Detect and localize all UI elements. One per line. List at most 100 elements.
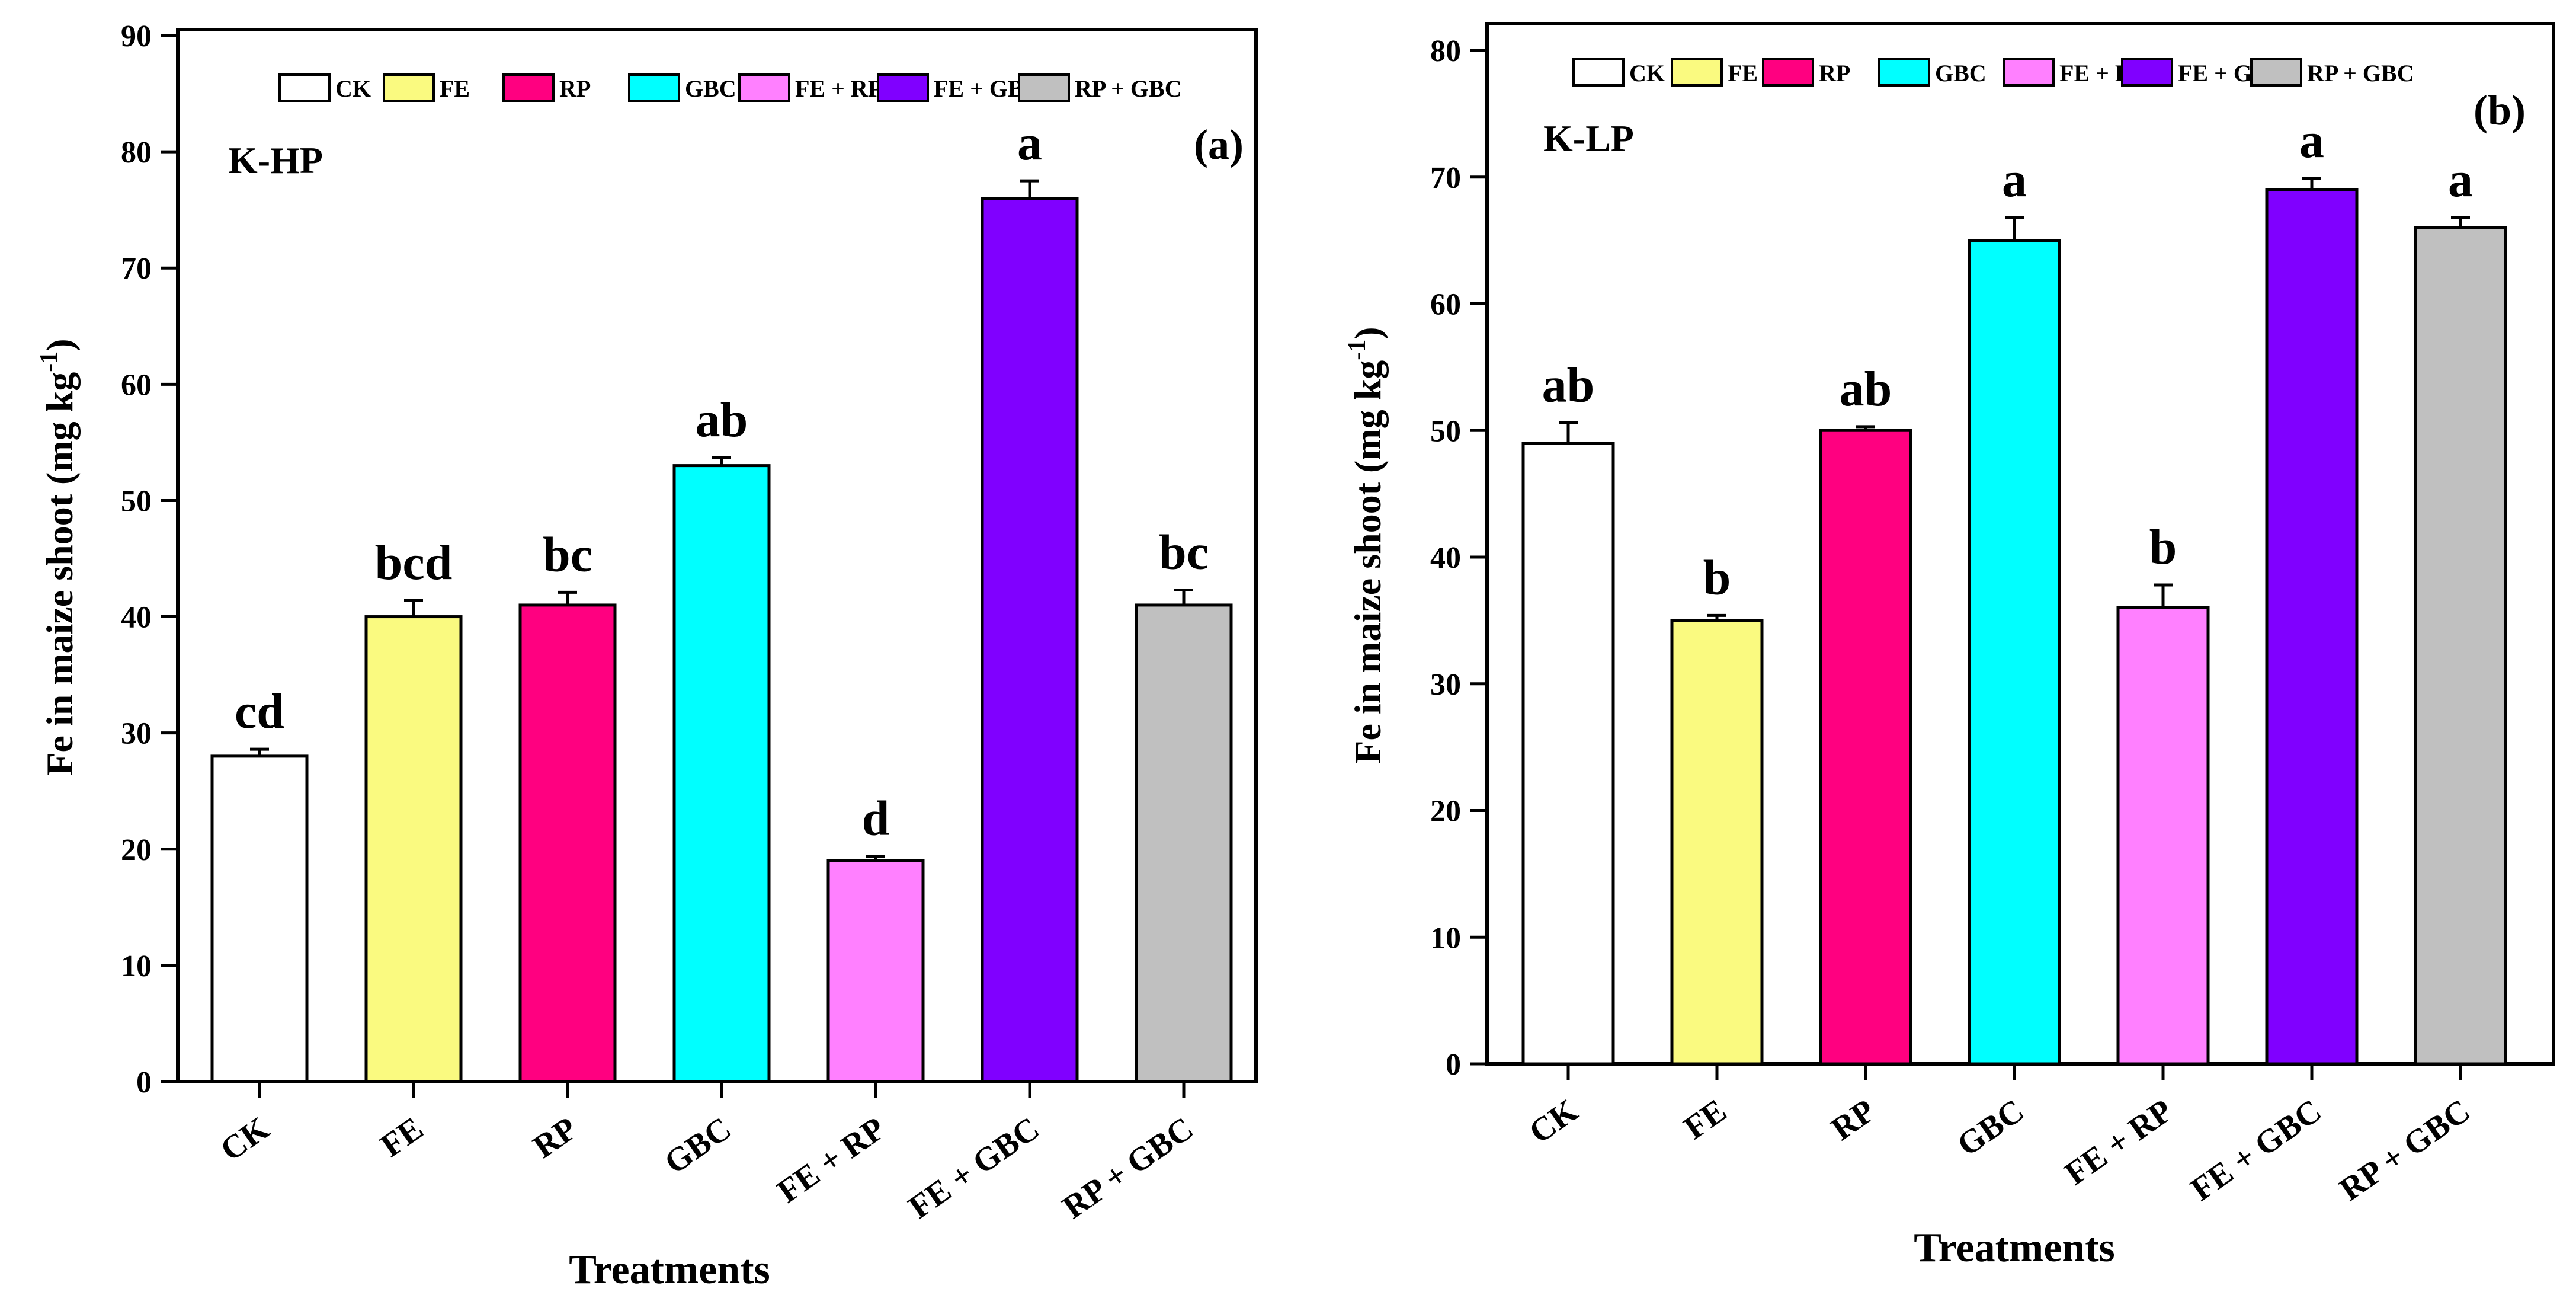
legend-swatch xyxy=(1762,58,1814,87)
y-axis-label-close: ) xyxy=(1347,327,1389,339)
bar-fe-plus-gbc xyxy=(981,197,1079,1083)
y-tick-label: 10 xyxy=(1430,921,1461,955)
y-tick-label: 50 xyxy=(1430,414,1461,448)
legend-swatch xyxy=(1671,58,1723,87)
legend-label: RP xyxy=(1819,60,1850,87)
significance-letter: bc xyxy=(1159,525,1209,580)
legend-swatch xyxy=(628,73,680,102)
legend-swatch xyxy=(2003,58,2055,87)
y-tick-label: 50 xyxy=(121,484,152,518)
x-tick-label: FE + RP xyxy=(771,1110,892,1210)
y-tick-label: 10 xyxy=(121,949,152,983)
bar-fe xyxy=(1670,619,1764,1066)
significance-letter: bcd xyxy=(375,535,453,590)
bar-fe xyxy=(364,615,463,1083)
significance-letter: ab xyxy=(1542,357,1595,413)
x-tick-label: RP xyxy=(527,1110,584,1166)
legend-swatch xyxy=(877,73,929,102)
y-tick-label: 70 xyxy=(1430,161,1461,195)
x-tick-label: GBC xyxy=(1950,1092,2030,1163)
bar-fe-plus-gbc xyxy=(2265,188,2359,1066)
legend-swatch xyxy=(2250,58,2302,87)
y-tick-label: 20 xyxy=(121,833,152,867)
significance-letter: cd xyxy=(235,684,284,739)
bar-fe-plus-rp xyxy=(2116,606,2210,1066)
soil-label: K-LP xyxy=(1543,117,1634,159)
x-tick-label: CK xyxy=(1523,1092,1585,1151)
significance-letter: a xyxy=(2002,152,2027,207)
x-tick-label: FE + GBC xyxy=(2184,1092,2328,1208)
legend-label: CK xyxy=(1629,60,1665,87)
bar-ck xyxy=(210,754,309,1083)
legend-swatch xyxy=(502,73,555,102)
legend-label: RP + GBC xyxy=(2307,60,2414,87)
significance-letter: bc xyxy=(543,527,592,582)
x-axis-label: Treatments xyxy=(569,1247,770,1293)
x-tick-label: RP xyxy=(1825,1092,1882,1148)
legend-label: GBC xyxy=(685,75,736,102)
x-tick-label: GBC xyxy=(658,1110,738,1181)
x-tick-label: FE + GBC xyxy=(902,1110,1046,1226)
y-axis-label-main: Fe in maize shoot (mg kg xyxy=(39,372,81,776)
legend-swatch xyxy=(738,73,790,102)
y-tick-label: 40 xyxy=(1430,541,1461,575)
y-tick-label: 30 xyxy=(121,717,152,751)
y-axis-label-close: ) xyxy=(39,338,81,351)
x-tick-label: RP + GBC xyxy=(2333,1092,2477,1208)
legend-label: FE xyxy=(440,75,470,102)
legend-swatch xyxy=(1878,58,1930,87)
significance-letter: b xyxy=(1703,550,1731,605)
bar-rp xyxy=(1819,429,1912,1066)
y-tick-label: 0 xyxy=(1446,1048,1461,1082)
panel-a-khp: 0 10 20 30 40 50 60 70 80 90 cd CK bcd FE bc RP ab GBC d FE… xyxy=(36,20,1258,1293)
significance-letter: b xyxy=(2149,520,2177,575)
panel-b-klp: 0 10 20 30 40 50 60 70 80 ab CK b FE ab RP a GBC b FE + RP… xyxy=(1344,22,2555,1271)
legend-label: CK xyxy=(335,75,371,102)
legend-swatch xyxy=(2121,58,2173,87)
legend-swatch xyxy=(278,73,331,102)
legend-swatch xyxy=(1018,73,1070,102)
x-tick-label: FE xyxy=(1677,1092,1733,1147)
bar-rp-plus-gbc xyxy=(2414,226,2507,1066)
y-tick-label: 80 xyxy=(121,136,152,170)
bar-gbc xyxy=(1968,239,2061,1066)
x-tick-label: RP + GBC xyxy=(1056,1110,1200,1226)
y-tick-label: 40 xyxy=(121,601,152,635)
panel-label: (a) xyxy=(1194,121,1244,168)
y-axis-label-superscript: -1 xyxy=(1344,340,1371,360)
significance-letter: d xyxy=(862,791,890,846)
legend-label: GBC xyxy=(1935,60,1987,87)
x-tick-label: CK xyxy=(214,1110,276,1169)
y-tick-label: 90 xyxy=(121,20,152,53)
y-axis-label: Fe in maize shoot (mg kg-1) xyxy=(36,338,81,775)
bar-ck xyxy=(1521,442,1615,1066)
bar-gbc xyxy=(672,464,771,1083)
legend-swatch xyxy=(383,73,435,102)
significance-letter: a xyxy=(2448,152,2473,207)
legend-swatch xyxy=(1572,58,1625,87)
y-axis-label-superscript: -1 xyxy=(36,351,63,372)
legend-label: FE xyxy=(1728,60,1758,87)
significance-letter: ab xyxy=(1840,362,1892,417)
y-tick-label: 70 xyxy=(121,252,152,286)
y-axis-label: Fe in maize shoot (mg kg-1) xyxy=(1344,327,1389,763)
legend-label: RP xyxy=(559,75,591,102)
x-axis-label: Treatments xyxy=(1914,1225,2115,1271)
y-tick-label: 60 xyxy=(121,368,152,402)
legend-label: FE + RP xyxy=(795,75,882,102)
y-tick-label: 60 xyxy=(1430,288,1461,322)
y-tick-label: 30 xyxy=(1430,668,1461,702)
y-tick-label: 80 xyxy=(1430,34,1461,68)
significance-letter: a xyxy=(1017,116,1042,171)
y-axis-label-main: Fe in maize shoot (mg kg xyxy=(1347,360,1389,764)
y-tick-label: 20 xyxy=(1430,795,1461,829)
legend-label: RP + GBC xyxy=(1075,75,1182,102)
x-tick-label: FE + RP xyxy=(2058,1092,2179,1192)
bar-fe-plus-rp xyxy=(826,859,925,1083)
x-tick-label: FE xyxy=(374,1110,430,1165)
bar-rp xyxy=(518,603,617,1083)
bar-rp-plus-gbc xyxy=(1135,603,1233,1083)
panel-label: (b) xyxy=(2474,87,2526,134)
soil-label: K-HP xyxy=(228,139,323,181)
significance-letter: ab xyxy=(696,392,748,447)
